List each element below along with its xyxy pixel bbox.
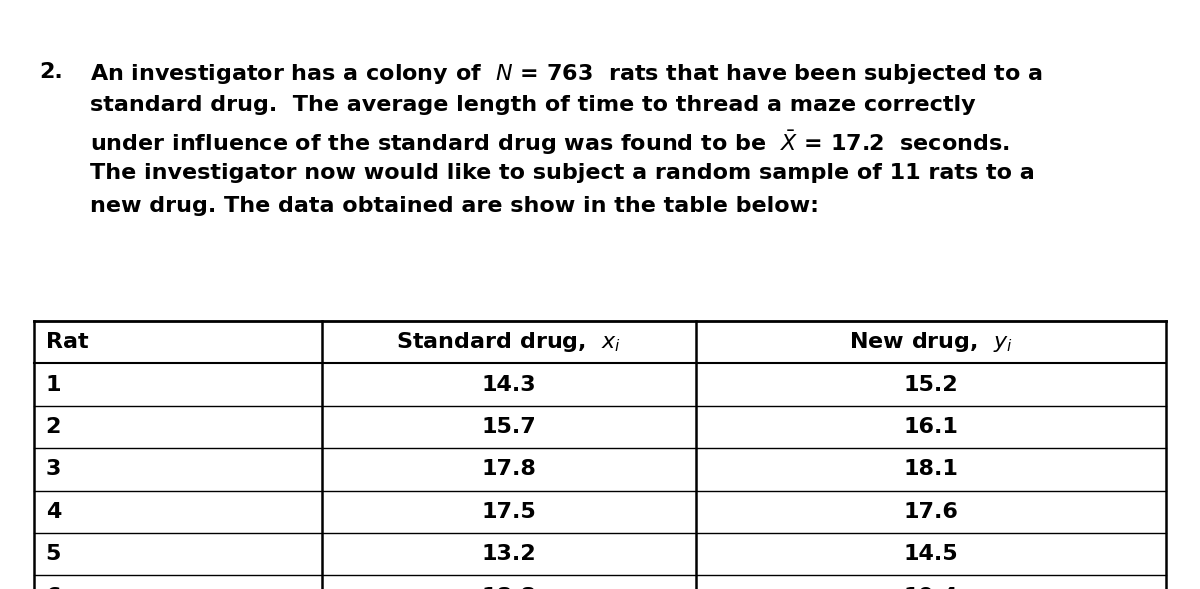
Text: 14.3: 14.3 [481, 375, 536, 395]
Text: 15.7: 15.7 [481, 417, 536, 437]
Text: 6: 6 [46, 587, 61, 589]
Text: 18.8: 18.8 [481, 587, 536, 589]
Text: 3: 3 [46, 459, 61, 479]
Text: New drug,  $y_i$: New drug, $y_i$ [850, 330, 1013, 354]
Text: under influence of the standard drug was found to be  $\bar{X}$ = 17.2  seconds.: under influence of the standard drug was… [90, 129, 1009, 157]
Text: 17.8: 17.8 [481, 459, 536, 479]
Text: Standard drug,  $x_i$: Standard drug, $x_i$ [396, 330, 622, 354]
Text: 4: 4 [46, 502, 61, 522]
Text: 17.5: 17.5 [481, 502, 536, 522]
Text: 19.4: 19.4 [904, 587, 959, 589]
Text: 2: 2 [46, 417, 61, 437]
Text: standard drug.  The average length of time to thread a maze correctly: standard drug. The average length of tim… [90, 95, 976, 115]
Text: The investigator now would like to subject a random sample of 11 rats to a: The investigator now would like to subje… [90, 163, 1034, 183]
Text: 2.: 2. [40, 62, 64, 82]
Text: 17.6: 17.6 [904, 502, 959, 522]
Text: 1: 1 [46, 375, 61, 395]
Text: An investigator has a colony of  $N$ = 763  rats that have been subjected to a: An investigator has a colony of $N$ = 76… [90, 62, 1043, 86]
Text: 18.1: 18.1 [904, 459, 959, 479]
Text: new drug. The data obtained are show in the table below:: new drug. The data obtained are show in … [90, 196, 818, 216]
Text: 15.2: 15.2 [904, 375, 959, 395]
Text: 16.1: 16.1 [904, 417, 959, 437]
Text: 5: 5 [46, 544, 61, 564]
Text: 13.2: 13.2 [481, 544, 536, 564]
Text: 14.5: 14.5 [904, 544, 959, 564]
Text: Rat: Rat [46, 332, 89, 352]
